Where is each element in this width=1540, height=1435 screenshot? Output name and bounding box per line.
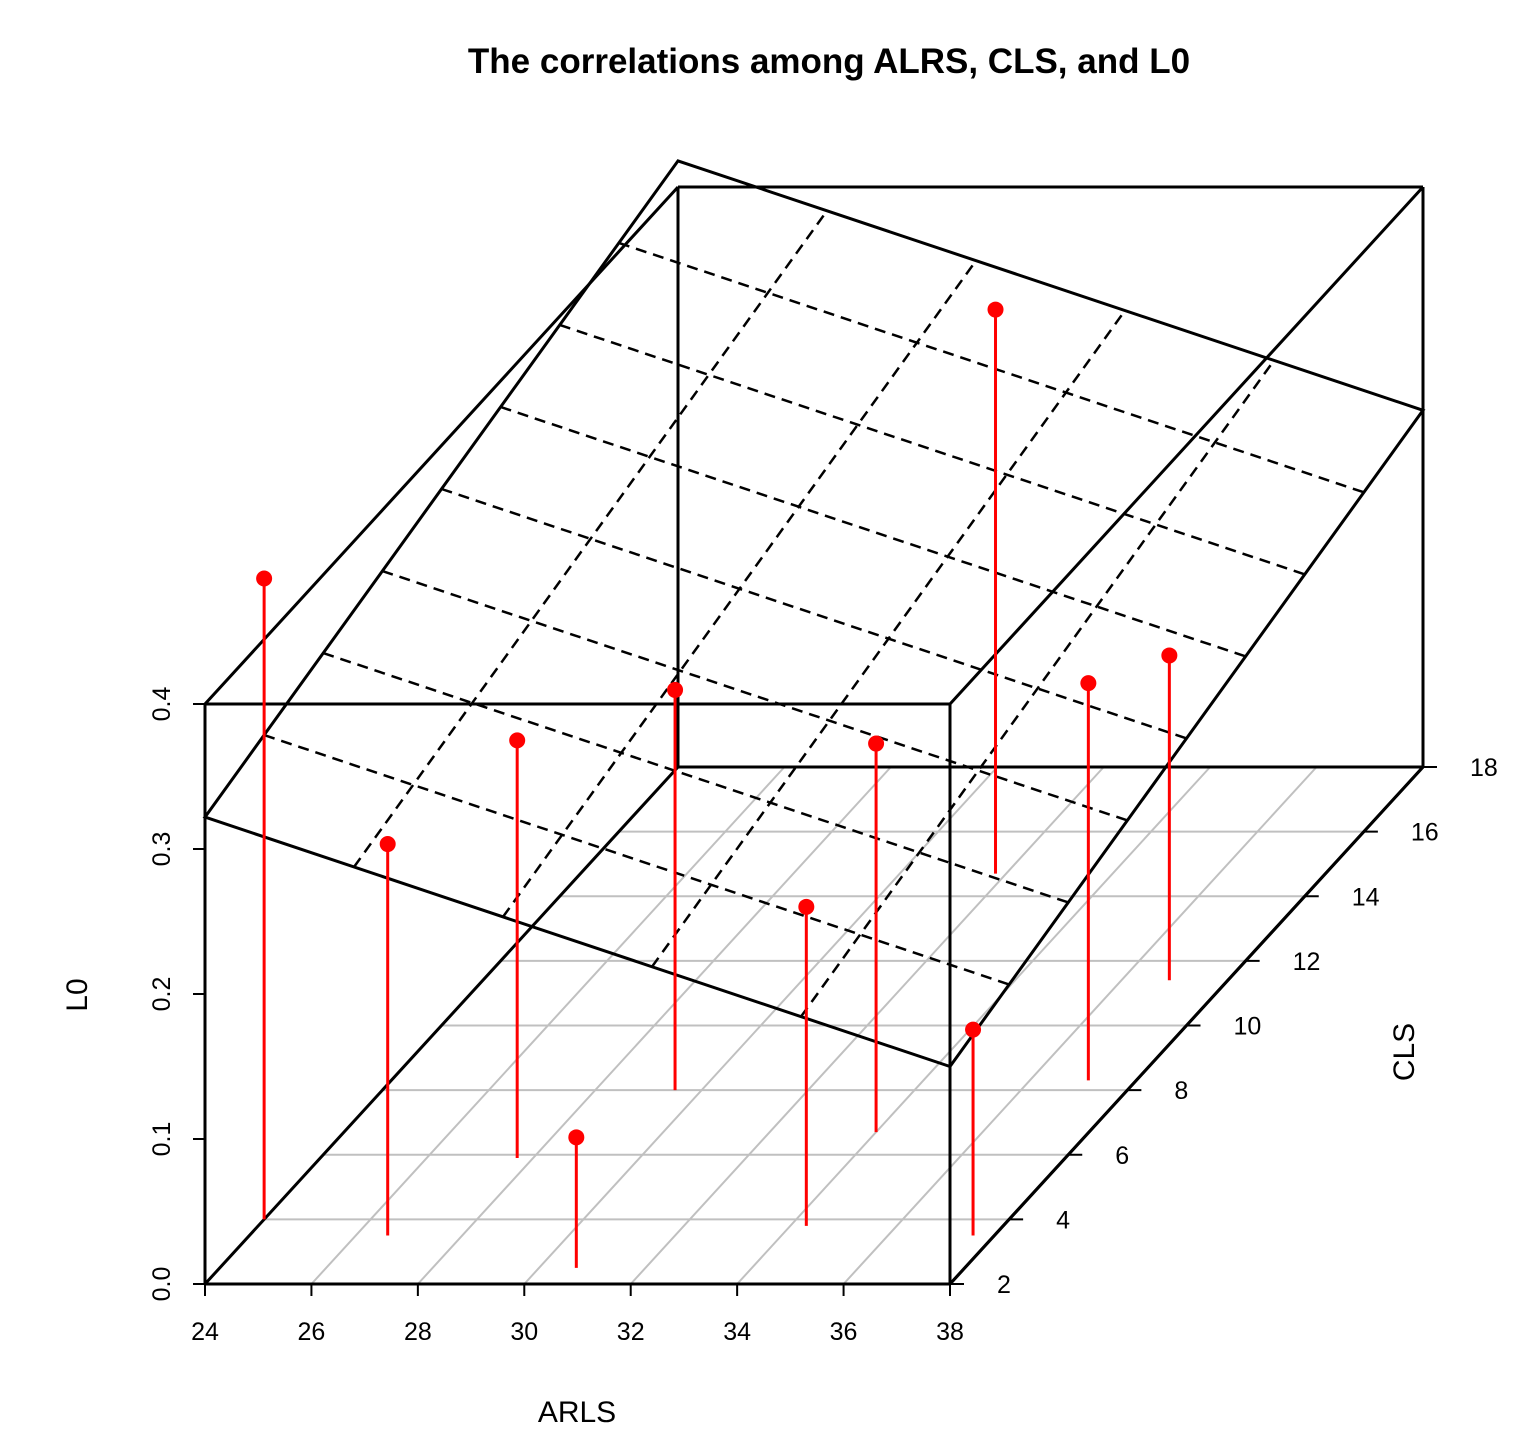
data-point xyxy=(1161,647,1178,664)
plane-grid-line xyxy=(799,359,1276,1018)
stem-lines xyxy=(262,309,1171,1268)
x-tick-label: 26 xyxy=(298,1318,326,1346)
x-tick-label: 34 xyxy=(723,1318,751,1346)
data-point xyxy=(798,898,815,915)
y-tick-label: 4 xyxy=(1056,1206,1070,1234)
x-tick-label: 32 xyxy=(617,1318,645,1346)
data-point xyxy=(1080,675,1097,692)
y-tick-label: 14 xyxy=(1352,883,1380,911)
plane-outline xyxy=(202,159,1426,1069)
x-tick-label: 36 xyxy=(830,1318,858,1346)
x-tick-label: 28 xyxy=(404,1318,432,1346)
box-frame-back xyxy=(203,185,1425,1286)
plane-grid-line xyxy=(441,487,1187,740)
z-tick-label: 0.1 xyxy=(148,1122,176,1157)
plane-grid-line xyxy=(618,241,1365,494)
y-tick-label: 16 xyxy=(1411,819,1439,847)
y-tick-label: 18 xyxy=(1470,754,1498,782)
plane-grid-line xyxy=(500,405,1247,658)
y-tick-label: 12 xyxy=(1293,948,1321,976)
data-points xyxy=(256,301,1178,1146)
plane-grid-line xyxy=(559,323,1306,576)
data-point xyxy=(568,1129,585,1146)
y-tick-label: 6 xyxy=(1115,1142,1129,1170)
chart-title: The correlations among ALRS, CLS, and L0 xyxy=(468,42,1190,81)
data-point xyxy=(509,732,526,749)
plane-grid-line xyxy=(352,210,829,868)
y-tick-label: 10 xyxy=(1234,1013,1262,1041)
frame-edge xyxy=(203,765,680,1286)
plane-grid-line xyxy=(381,569,1128,822)
z-tick-label: 0.3 xyxy=(148,832,176,867)
data-point xyxy=(379,836,396,853)
x-tick-label: 38 xyxy=(936,1318,964,1346)
frame-edge xyxy=(203,185,680,706)
fitted-plane xyxy=(202,159,1426,1069)
y-tick-label: 8 xyxy=(1174,1077,1188,1105)
x-tick-label: 30 xyxy=(510,1318,538,1346)
plane-grid-line xyxy=(322,651,1069,904)
x-axis-label: ARLS xyxy=(538,1396,616,1429)
z-tick-label: 0.0 xyxy=(148,1267,176,1302)
data-point xyxy=(667,681,684,698)
x-tick-label: 24 xyxy=(191,1318,219,1346)
y-tick-label: 2 xyxy=(997,1271,1011,1299)
data-point xyxy=(965,1021,982,1038)
z-axis-label: L0 xyxy=(61,978,94,1011)
data-point xyxy=(256,570,273,587)
plane-grid-line xyxy=(263,733,1010,986)
z-tick-label: 0.4 xyxy=(148,687,176,722)
data-point xyxy=(868,735,885,752)
frame-edge xyxy=(948,185,1425,706)
axes: 24 26 28 30 32 34 36 380.00.10.20.30.4246810121… xyxy=(148,687,1498,1346)
data-point xyxy=(987,301,1004,318)
y-axis-label: CLS xyxy=(1388,1023,1421,1081)
z-tick-label: 0.2 xyxy=(148,977,176,1012)
